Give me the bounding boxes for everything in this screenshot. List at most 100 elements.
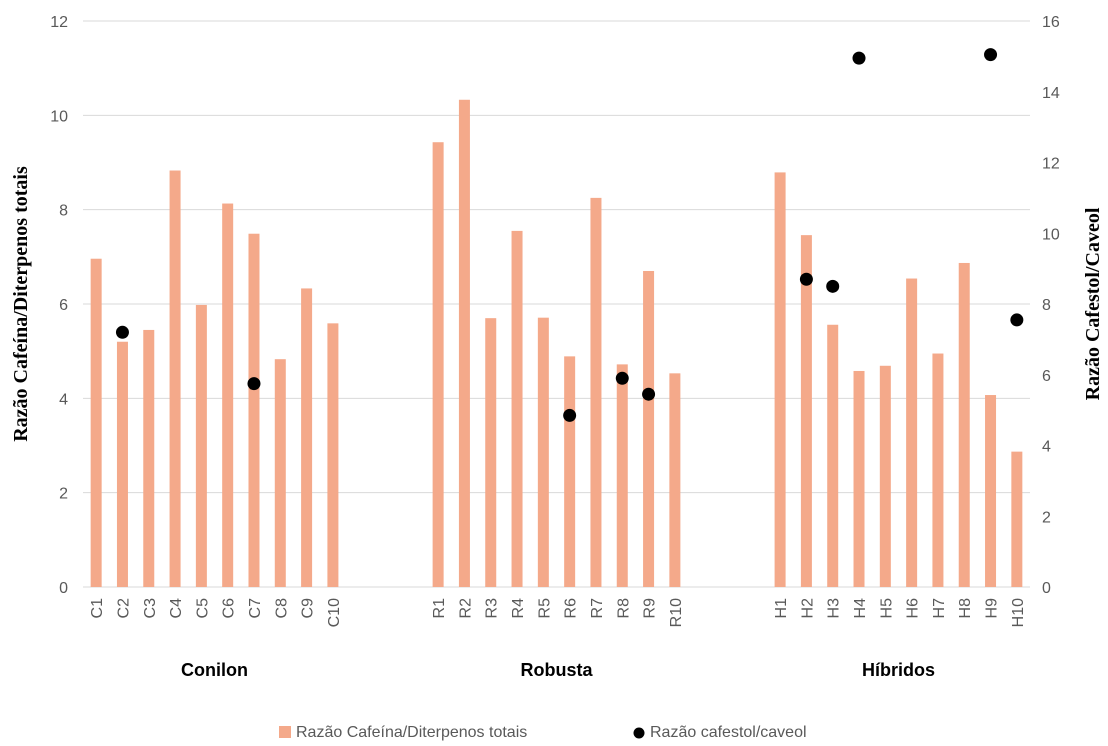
bar-R8 bbox=[616, 364, 628, 587]
bar-R6 bbox=[564, 356, 576, 587]
bar-C10 bbox=[327, 323, 339, 587]
bar-H3 bbox=[827, 324, 839, 587]
bar-R7 bbox=[590, 197, 602, 587]
right-tick-label: 12 bbox=[1042, 156, 1060, 173]
left-tick-label: 8 bbox=[59, 203, 68, 220]
bar-C2 bbox=[116, 341, 128, 587]
category-label: H10 bbox=[1010, 598, 1027, 627]
category-label: H7 bbox=[931, 598, 948, 619]
bar-H2 bbox=[800, 235, 812, 588]
category-label: C6 bbox=[221, 598, 238, 619]
category-label: R7 bbox=[589, 598, 606, 619]
category-label: C3 bbox=[142, 598, 159, 619]
bar-H5 bbox=[879, 365, 891, 587]
group-label: Híbridos bbox=[862, 660, 935, 680]
bar-R5 bbox=[537, 317, 549, 587]
category-label: H6 bbox=[905, 598, 922, 619]
point-H3 bbox=[826, 279, 840, 293]
right-axis-title: Razão Cafestol/Caveol bbox=[1082, 207, 1104, 400]
category-label: R9 bbox=[642, 598, 659, 619]
category-label: C1 bbox=[89, 598, 106, 619]
category-label: R6 bbox=[563, 598, 580, 619]
legend: Razão Cafeína/Diterpenos totais Razão ca… bbox=[279, 724, 807, 741]
legend-dot-swatch bbox=[633, 727, 645, 739]
right-tick-label: 16 bbox=[1042, 14, 1060, 31]
bar-R1 bbox=[432, 142, 444, 588]
left-tick-label: 0 bbox=[59, 580, 68, 597]
category-label: C2 bbox=[115, 598, 132, 619]
bar-R10 bbox=[669, 373, 681, 587]
point-H10 bbox=[1010, 313, 1024, 327]
category-label: R5 bbox=[536, 598, 553, 619]
point-R6 bbox=[563, 408, 577, 422]
category-label: C5 bbox=[194, 598, 211, 619]
point-H9 bbox=[984, 48, 998, 62]
right-axis-ticks: 0 2 4 6 8 10 12 14 16 bbox=[1042, 14, 1060, 597]
bar-H10 bbox=[1011, 451, 1023, 587]
category-label: R4 bbox=[510, 598, 527, 619]
point-R9 bbox=[642, 387, 656, 401]
right-tick-label: 8 bbox=[1042, 297, 1051, 314]
bar-C7 bbox=[248, 233, 260, 587]
left-tick-label: 12 bbox=[50, 14, 68, 31]
bar-C5 bbox=[195, 304, 207, 587]
category-label: R10 bbox=[668, 598, 685, 627]
point-H2 bbox=[799, 272, 813, 286]
group-label: Robusta bbox=[521, 660, 594, 680]
category-label: H1 bbox=[773, 598, 790, 619]
bar-H9 bbox=[985, 395, 997, 587]
right-tick-label: 14 bbox=[1042, 85, 1060, 102]
group-labels: Conilon Robusta Híbridos bbox=[181, 660, 935, 680]
category-label: C8 bbox=[273, 598, 290, 619]
category-label: H9 bbox=[984, 598, 1001, 619]
bar-H4 bbox=[853, 370, 865, 587]
bar-R3 bbox=[485, 318, 497, 587]
left-axis-ticks: 0 2 4 6 8 10 12 bbox=[50, 14, 68, 597]
bar-C3 bbox=[143, 329, 155, 587]
category-label: R1 bbox=[431, 598, 448, 619]
right-tick-label: 4 bbox=[1042, 439, 1051, 456]
bar-C9 bbox=[301, 288, 313, 587]
bar-H1 bbox=[774, 172, 786, 587]
bar-H7 bbox=[932, 353, 944, 587]
point-R8 bbox=[615, 371, 629, 385]
gridlines bbox=[83, 20, 1030, 588]
category-labels: C1 C2 C3 C4 C5 C6 C7 C8 C9 C10 R1 R2 R3 R4 R5 R6 R7 R8 R9 R… bbox=[89, 598, 1027, 627]
bar-C6 bbox=[222, 203, 234, 587]
scatter-series bbox=[115, 48, 1024, 422]
bar-C8 bbox=[274, 359, 286, 587]
group-label: Conilon bbox=[181, 660, 248, 680]
category-label: C4 bbox=[168, 598, 185, 619]
category-label: H5 bbox=[878, 598, 895, 619]
point-C2 bbox=[115, 325, 129, 339]
category-label: H8 bbox=[957, 598, 974, 619]
bar-H6 bbox=[906, 278, 918, 587]
bar-H8 bbox=[958, 262, 970, 587]
category-label: C10 bbox=[326, 598, 343, 627]
bar-C4 bbox=[169, 170, 181, 588]
bar-R4 bbox=[511, 230, 523, 587]
right-tick-label: 0 bbox=[1042, 580, 1051, 597]
left-tick-label: 6 bbox=[59, 297, 68, 314]
category-label: H3 bbox=[826, 598, 843, 619]
category-label: C9 bbox=[300, 598, 317, 619]
legend-bar-swatch bbox=[279, 726, 291, 738]
bar-series bbox=[90, 99, 1023, 588]
left-tick-label: 10 bbox=[50, 108, 68, 125]
category-label: R8 bbox=[615, 598, 632, 619]
point-H4 bbox=[852, 51, 866, 65]
legend-dot-label: Razão cafestol/caveol bbox=[650, 724, 807, 741]
left-tick-label: 2 bbox=[59, 486, 68, 503]
category-label: H2 bbox=[799, 598, 816, 619]
left-axis-title: Razão Cafeína/Diterpenos totais bbox=[10, 166, 32, 442]
category-label: C7 bbox=[247, 598, 264, 619]
bar-C1 bbox=[90, 258, 102, 587]
legend-bar-label: Razão Cafeína/Diterpenos totais bbox=[296, 724, 527, 741]
bar-R2 bbox=[458, 99, 470, 587]
right-tick-label: 10 bbox=[1042, 226, 1060, 243]
category-label: R2 bbox=[457, 598, 474, 619]
left-tick-label: 4 bbox=[59, 391, 68, 408]
right-tick-label: 2 bbox=[1042, 509, 1051, 526]
category-label: R3 bbox=[484, 598, 501, 619]
